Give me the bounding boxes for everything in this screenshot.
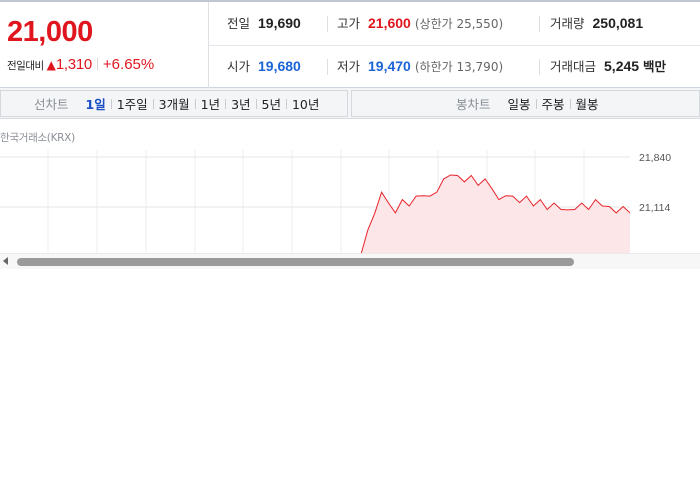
divider: [535, 99, 537, 109]
line-chart-options: 선차트 1일 1주일 3개월 1년 3년 5년 10년: [34, 91, 324, 118]
stats-table: 전일 19,690 고가 21,600 (상한가 25,550) 거래량 250,081…: [209, 2, 700, 88]
low-cell: 저가 19,470 (하한가 13,790): [337, 45, 503, 88]
line-chart-title: 선차트: [34, 97, 69, 112]
candle-chart-periods: 봉차트 일봉 주봉 월봉: [351, 90, 700, 117]
price-block: 21,000 전일대비 ▲1,310 +6.65%: [0, 2, 209, 88]
high-label: 고가: [337, 16, 361, 31]
candle-monthly[interactable]: 월봉: [575, 97, 599, 112]
period-3y[interactable]: 3년: [231, 97, 251, 112]
divider: [194, 99, 196, 109]
candle-chart-options: 봉차트 일봉 주봉 월봉: [456, 91, 604, 118]
change-row: 전일대비 ▲1,310 +6.65%: [7, 56, 154, 73]
y-tick-label: 21,840: [639, 152, 671, 164]
period-5y[interactable]: 5년: [261, 97, 281, 112]
amount-unit: 백만: [643, 60, 667, 74]
amount-value: 5,245: [604, 58, 640, 74]
chart-scrollbar[interactable]: [0, 253, 700, 269]
divider: [285, 99, 287, 109]
prev-close-label: 전일: [227, 16, 251, 31]
series-area: [354, 175, 630, 258]
stats-row: 시가 19,680 저가 19,470 (하한가 13,790) 거래대금 5,245 …: [209, 45, 700, 88]
divider: [96, 58, 98, 70]
price-chart: 21,840 21,114: [0, 120, 700, 258]
amount-cell: 거래대금 5,245 백만: [550, 45, 666, 88]
period-bar: 선차트 1일 1주일 3개월 1년 3년 5년 10년 봉차트 일봉 주봉 월봉: [0, 88, 700, 119]
low-label: 저가: [337, 59, 361, 74]
high-value: 21,600: [368, 15, 411, 31]
divider: [327, 16, 328, 32]
quote-header: 21,000 전일대비 ▲1,310 +6.65% 전일 19,690 고가 21,60…: [0, 0, 700, 88]
up-triangle-icon: ▲: [46, 58, 56, 72]
open-label: 시가: [227, 59, 251, 74]
stats-row: 전일 19,690 고가 21,600 (상한가 25,550) 거래량 250,081: [209, 2, 700, 46]
volume-value: 250,081: [592, 15, 644, 31]
y-tick-label: 21,114: [639, 202, 670, 214]
period-1w[interactable]: 1주일: [116, 97, 148, 112]
candle-weekly[interactable]: 주봉: [541, 97, 565, 112]
divider: [539, 59, 540, 75]
low-value: 19,470: [368, 58, 411, 74]
upper-limit: (상한가 25,550): [414, 17, 504, 31]
divider: [152, 99, 154, 109]
lower-limit: (하한가 13,790): [414, 60, 504, 74]
prev-close-value: 19,690: [258, 15, 301, 31]
divider: [539, 16, 540, 32]
amount-label: 거래대금: [550, 59, 597, 74]
change-percent: +6.65%: [102, 56, 155, 73]
candle-chart-title: 봉차트: [456, 97, 491, 112]
source-label: 한국거래소(KRX): [0, 132, 75, 144]
scroll-left-arrow-icon[interactable]: [3, 257, 8, 265]
open-value: 19,680: [258, 58, 301, 74]
volume-label: 거래량: [550, 16, 585, 31]
line-chart-periods: 선차트 1일 1주일 3개월 1년 3년 5년 10년: [0, 90, 348, 117]
prev-close-cell: 전일 19,690: [227, 2, 301, 45]
period-10y[interactable]: 10년: [291, 97, 320, 112]
chart-svg: 21,840 21,114: [0, 150, 671, 258]
volume-cell: 거래량 250,081: [550, 2, 643, 45]
divider: [110, 99, 112, 109]
divider: [255, 99, 257, 109]
change-value: 1,310: [55, 56, 92, 73]
change-label: 전일대비: [7, 60, 44, 72]
current-price: 21,000: [7, 16, 93, 48]
divider: [569, 99, 571, 109]
series-line: [356, 174, 631, 258]
divider: [225, 99, 227, 109]
candle-daily[interactable]: 일봉: [507, 97, 531, 112]
period-1y[interactable]: 1년: [200, 97, 221, 112]
divider: [327, 59, 328, 75]
open-cell: 시가 19,680: [227, 45, 301, 88]
high-cell: 고가 21,600 (상한가 25,550): [337, 2, 503, 45]
scroll-thumb[interactable]: [17, 258, 574, 266]
period-3m[interactable]: 3개월: [158, 97, 190, 112]
period-1d[interactable]: 1일: [85, 97, 106, 112]
